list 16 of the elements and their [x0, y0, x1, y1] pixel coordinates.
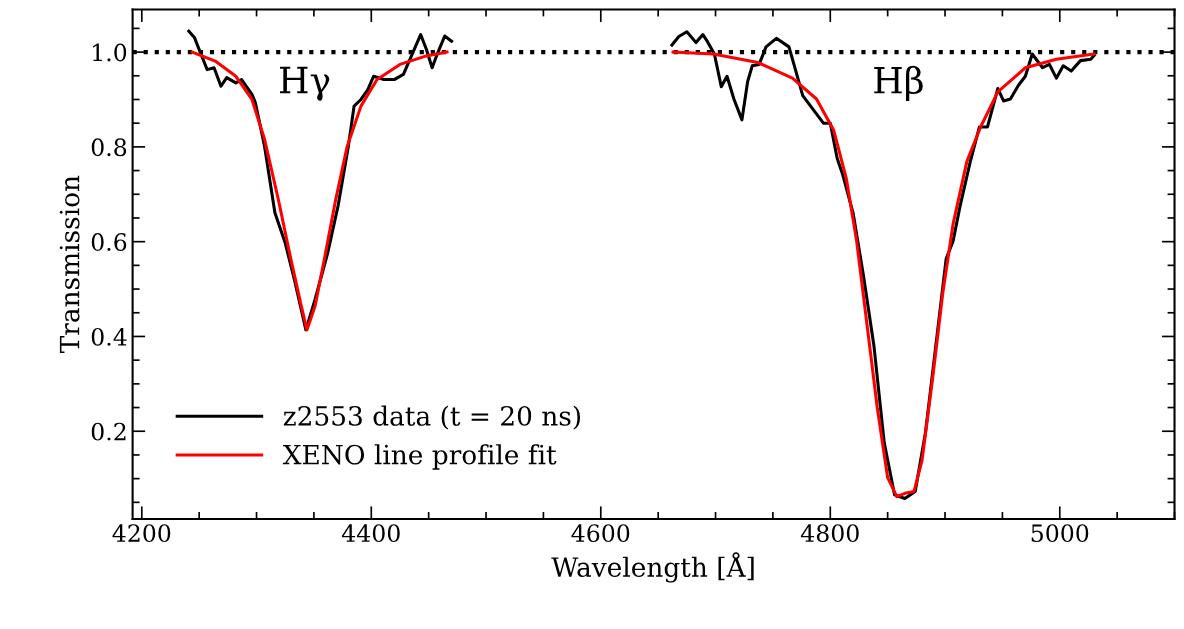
- annotation: Hβ: [874, 65, 923, 101]
- x-tick-label: 4800: [800, 524, 859, 543]
- y-tick-label: 0.2: [91, 422, 126, 441]
- legend-label: z2553 data (t = 20 ns): [283, 405, 581, 430]
- y-axis-title: Transmission: [59, 175, 80, 354]
- y-tick-label: 0.4: [91, 327, 127, 346]
- legend-label: XENO line profile fit: [282, 444, 557, 470]
- y-tick-label: 0.8: [91, 138, 127, 157]
- x-tick-label: 5000: [1031, 524, 1089, 543]
- x-tick-label: 4600: [571, 524, 630, 543]
- x-tick-label: 4200: [112, 524, 171, 543]
- y-tick-label: 0.6: [91, 233, 127, 251]
- y-tick-label: 1.0: [93, 43, 127, 62]
- annotation: Hγ: [279, 66, 330, 101]
- x-axis-title: Wavelength [Å]: [551, 552, 754, 583]
- x-tick-label: 4400: [341, 524, 400, 543]
